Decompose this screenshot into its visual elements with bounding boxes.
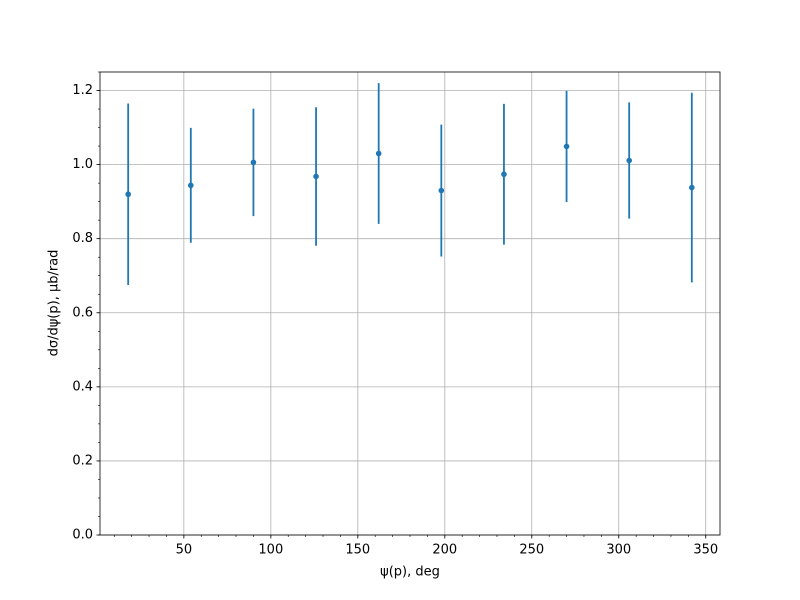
data-point — [563, 143, 570, 150]
y-axis-label: dσ/dψ(p), μb/rad — [47, 250, 62, 357]
data-point — [375, 150, 382, 157]
x-tick-label: 250 — [519, 543, 544, 558]
y-tick-label: 0.4 — [72, 379, 93, 394]
data-point — [250, 159, 257, 166]
x-tick-label: 200 — [432, 543, 457, 558]
data-point — [125, 191, 131, 198]
x-tick-label: 100 — [258, 543, 283, 558]
x-tick-label: 300 — [606, 543, 631, 558]
x-tick-label: 50 — [176, 543, 193, 558]
plot-frame — [99, 71, 721, 536]
data-point — [689, 184, 695, 191]
data-point — [438, 187, 445, 194]
x-tick-label: 350 — [693, 543, 718, 558]
data-point — [313, 173, 319, 180]
data-point — [188, 182, 194, 189]
y-tick-label: 1.0 — [72, 157, 93, 172]
x-tick-label: 150 — [345, 543, 370, 558]
y-tick-label: 1.2 — [72, 83, 93, 98]
data-point — [501, 171, 507, 178]
data-point — [626, 157, 632, 164]
y-tick-label: 0.6 — [72, 305, 93, 320]
y-tick-label: 0.2 — [72, 453, 93, 468]
y-tick-label: 0.0 — [72, 528, 93, 543]
x-axis-label: ψ(p), deg — [380, 565, 440, 580]
y-tick-label: 0.8 — [72, 231, 93, 246]
